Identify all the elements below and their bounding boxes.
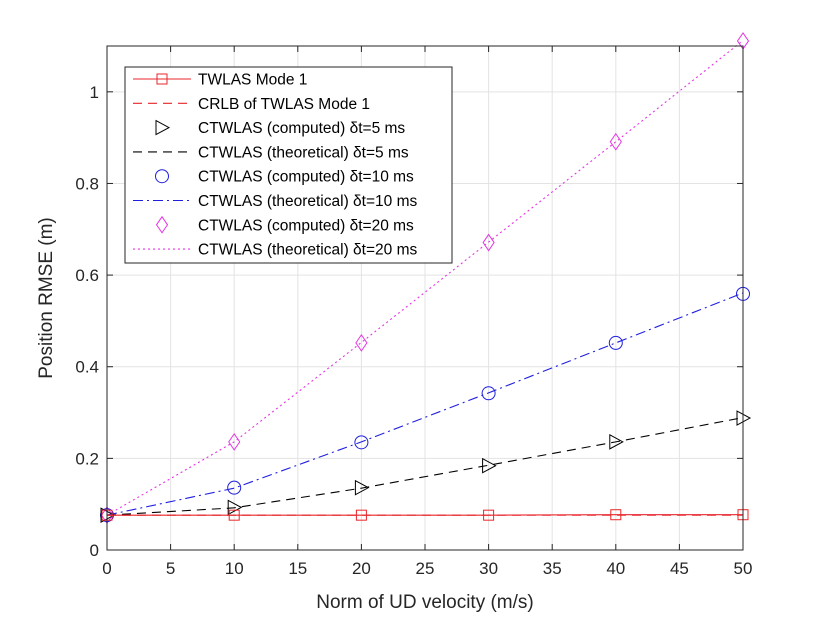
data-point	[482, 233, 495, 252]
y-tick-label: 0.4	[75, 358, 99, 377]
legend: TWLAS Mode 1 CRLB of TWLAS Mode 1 CTWLAS (…	[124, 66, 453, 264]
legend-label: CTWLAS (theoretical) δt=10 ms	[198, 193, 417, 210]
ticks: 0 5 10 15 20 25 30 35 40 45 50 0 0.2 0.4 0.6 0.8 1	[75, 46, 752, 578]
x-tick-label: 50	[734, 559, 753, 578]
series-line	[106, 292, 744, 516]
legend-entry-5: CTWLAS (theoretical) δt=10 ms	[133, 193, 417, 210]
legend-entry-6: CTWLAS (computed) δt=20 ms	[155, 215, 414, 234]
y-tick-label: 0.8	[75, 174, 99, 193]
data-point	[227, 499, 243, 516]
x-tick-label: 20	[352, 559, 371, 578]
legend-marker	[156, 73, 168, 85]
data-point	[354, 479, 370, 496]
legend-label: TWLAS Mode 1	[198, 72, 307, 89]
data-point	[228, 432, 241, 451]
legend-entry-4: CTWLAS (computed) δt=10 ms	[155, 169, 414, 186]
data-point	[608, 335, 623, 350]
y-tick-label: 0.2	[75, 449, 99, 468]
y-tick-label: 1	[90, 83, 99, 102]
y-tick-label: 0.6	[75, 266, 99, 285]
x-axis-label: Norm of UD velocity (m/s)	[316, 592, 533, 613]
x-tick-label: 15	[288, 559, 307, 578]
legend-entry-1: CRLB of TWLAS Mode 1	[133, 96, 370, 113]
data-point	[483, 509, 495, 521]
x-tick-label: 10	[225, 559, 244, 578]
data-point	[355, 509, 367, 521]
data-point	[609, 132, 622, 151]
series-3	[106, 417, 744, 516]
y-axis-label: Position RMSE (m)	[36, 217, 57, 379]
x-tick-label: 30	[479, 559, 498, 578]
legend-marker	[155, 169, 169, 184]
data-point	[481, 386, 496, 401]
legend-box	[124, 66, 453, 264]
series-0	[101, 509, 749, 521]
legend-label: CTWLAS (computed) δt=20 ms	[198, 217, 414, 234]
legend-entry-3: CTWLAS (theoretical) δt=5 ms	[133, 144, 409, 161]
legend-label: CTWLAS (theoretical) δt=5 ms	[198, 144, 409, 161]
legend-marker	[155, 215, 169, 234]
legend-label: CTWLAS (computed) δt=10 ms	[198, 169, 414, 186]
legend-entry-0: TWLAS Mode 1	[133, 72, 307, 89]
legend-marker	[155, 119, 171, 136]
data-point	[482, 457, 497, 474]
series-6	[100, 32, 750, 525]
x-tick-label: 25	[416, 559, 435, 578]
legend-entry-7: CTWLAS (theoretical) δt=20 ms	[133, 242, 417, 259]
x-tick-label: 35	[543, 559, 562, 578]
series-line	[106, 417, 744, 516]
data-point	[228, 509, 240, 521]
x-tick-label: 0	[102, 559, 111, 578]
series-layer	[100, 32, 752, 525]
series-5	[106, 292, 744, 516]
legend-label: CTWLAS (theoretical) δt=20 ms	[198, 242, 417, 259]
data-point	[354, 435, 369, 450]
legend-label: CTWLAS (computed) δt=5 ms	[198, 120, 405, 137]
legend-entry-2: CTWLAS (computed) δt=5 ms	[155, 119, 405, 137]
data-point	[609, 434, 624, 450]
x-tick-label: 45	[670, 559, 689, 578]
data-point	[227, 480, 242, 495]
data-point	[355, 334, 368, 352]
legend-label: CRLB of TWLAS Mode 1	[198, 96, 370, 113]
x-tick-label: 5	[166, 559, 175, 578]
data-point	[610, 509, 622, 521]
y-tick-label: 0	[90, 541, 99, 560]
x-tick-label: 40	[606, 559, 625, 578]
